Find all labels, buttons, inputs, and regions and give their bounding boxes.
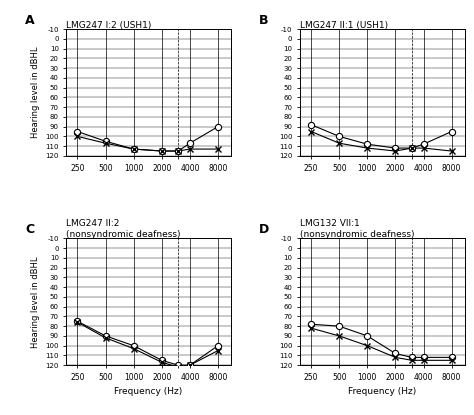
- Text: A: A: [25, 14, 35, 27]
- Text: D: D: [259, 223, 269, 236]
- Text: LMG132 VII:1
(nonsyndromic deafness): LMG132 VII:1 (nonsyndromic deafness): [300, 219, 414, 239]
- Text: B: B: [259, 14, 268, 27]
- Y-axis label: Hearing level in dBHL: Hearing level in dBHL: [31, 47, 40, 138]
- Text: LMG247 II:2
(nonsyndromic deafness): LMG247 II:2 (nonsyndromic deafness): [66, 219, 181, 239]
- Text: LMG247 II:1 (USH1): LMG247 II:1 (USH1): [300, 21, 388, 29]
- Text: LMG247 I:2 (USH1): LMG247 I:2 (USH1): [66, 21, 152, 29]
- Text: C: C: [25, 223, 34, 236]
- X-axis label: Frequency (Hz): Frequency (Hz): [115, 387, 183, 396]
- Y-axis label: Hearing level in dBHL: Hearing level in dBHL: [31, 256, 40, 347]
- X-axis label: Frequency (Hz): Frequency (Hz): [348, 387, 416, 396]
